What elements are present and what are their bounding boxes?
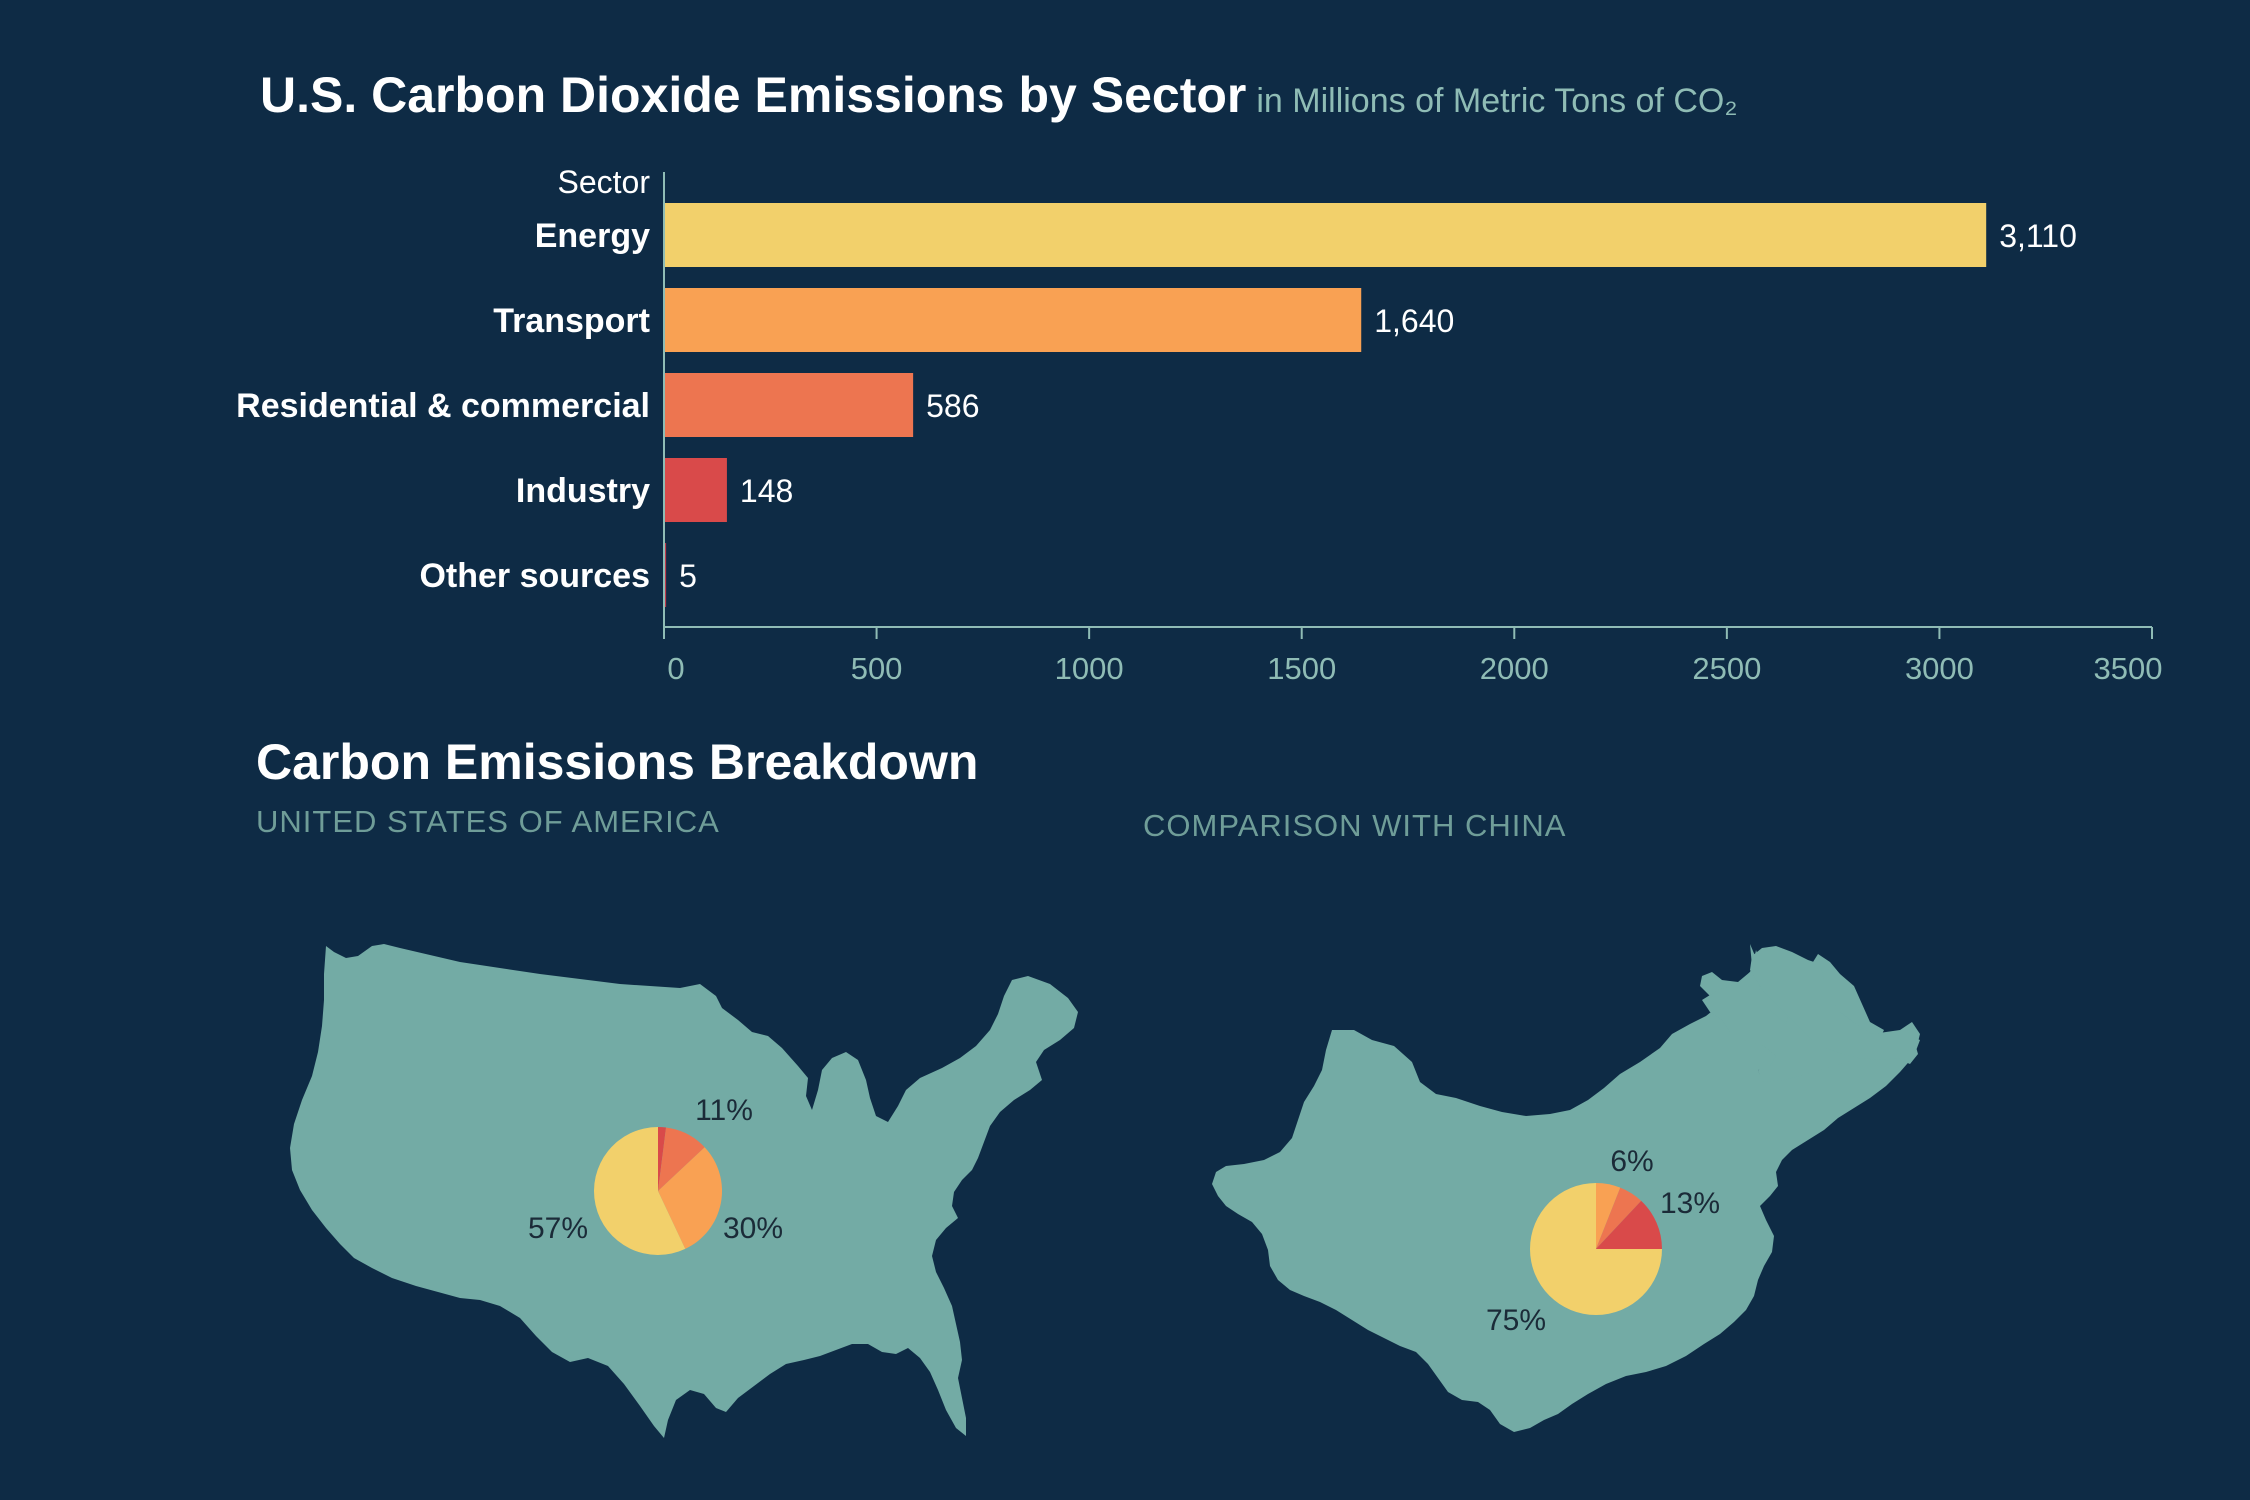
chart-subtitle: in Millions of Metric Tons of CO₂ (1256, 82, 1738, 120)
pie-slice-transport (1596, 1183, 1621, 1249)
pie-label: 13% (1660, 1187, 1720, 1220)
bar-transport (664, 288, 1362, 352)
china-map (1212, 944, 1920, 1432)
value-label: 1,640 (1374, 303, 1454, 339)
category-label: Other sources (419, 557, 650, 595)
pie-label: 30% (723, 1212, 783, 1245)
x-tick-label: 0 (667, 651, 684, 686)
pie-slice-industry (658, 1127, 667, 1191)
pie-label: 75% (1486, 1304, 1546, 1337)
pie-usa: 11% 30% 57% (528, 1094, 783, 1255)
pie-slice-residential-commercial (658, 1127, 705, 1191)
chart-title: U.S. Carbon Dioxide Emissions by Sector (260, 67, 1247, 123)
x-tick-label: 3500 (2094, 651, 2163, 686)
x-tick-label: 3000 (1905, 651, 1974, 686)
value-label: 5 (679, 558, 697, 594)
pie-slice-industry (1596, 1200, 1662, 1249)
pie-label: 11% (695, 1094, 753, 1127)
category-label: Residential & commercial (236, 387, 650, 425)
value-label: 148 (740, 473, 793, 509)
category-label: Energy (535, 217, 650, 255)
pie-label: 57% (528, 1212, 588, 1245)
chart-title-block: U.S. Carbon Dioxide Emissions by Sector i… (260, 66, 1738, 124)
china-region-label: COMPARISON WITH CHINA (1143, 808, 1567, 843)
category-label: Transport (493, 302, 650, 340)
x-tick-label: 1000 (1055, 651, 1124, 686)
bar-other-sources (664, 543, 667, 607)
breakdown-title: Carbon Emissions Breakdown (256, 734, 979, 790)
category-label: Industry (516, 472, 650, 510)
pie-label: 6% (1610, 1145, 1653, 1178)
us-region-label: UNITED STATES OF AMERICA (256, 804, 720, 839)
x-tick-label: 500 (851, 651, 903, 686)
bar-chart: Sector Energy 3,110 Transport 1,640 Residenti… (236, 164, 2163, 686)
value-label: 586 (926, 388, 979, 424)
bar-industry (664, 458, 727, 522)
china-map-north-lobe (1750, 946, 1920, 1060)
x-tick-label: 1500 (1267, 651, 1336, 686)
pie-slice-residential-commercial (1596, 1187, 1642, 1249)
pie-slice-energy (594, 1127, 686, 1255)
bar-energy (664, 203, 1987, 267)
bar-residential-commercial (664, 373, 914, 437)
value-label: 3,110 (1999, 218, 2077, 254)
x-tick-label: 2000 (1480, 651, 1549, 686)
y-axis-label: Sector (558, 164, 651, 200)
pie-china: 6%13% 75% (1486, 1145, 1720, 1337)
pie-slice-transport (658, 1147, 722, 1249)
x-tick-label: 2500 (1692, 651, 1761, 686)
pie-slice-energy (1530, 1183, 1662, 1315)
